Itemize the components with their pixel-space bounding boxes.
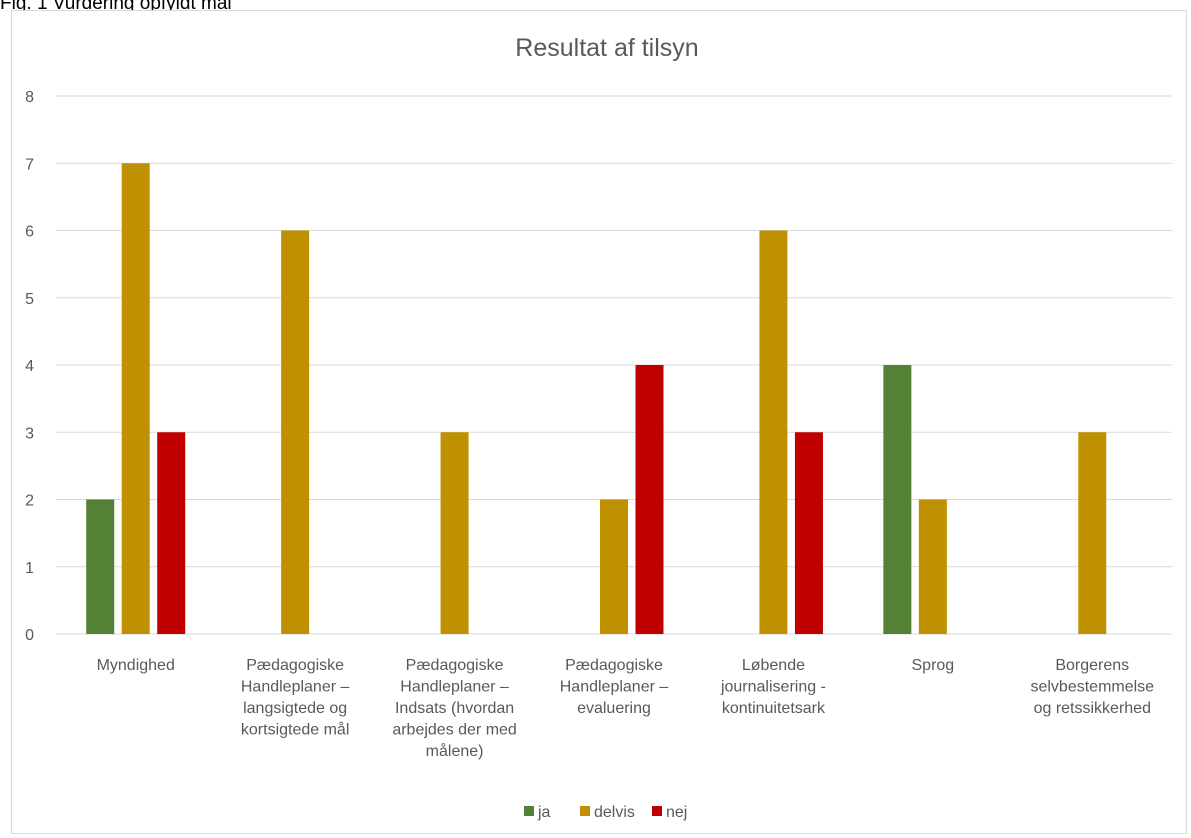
y-tick-label: 3 <box>25 425 34 442</box>
bars <box>86 163 1107 634</box>
legend-label-delvis: delvis <box>594 804 635 821</box>
x-category-label: journalisering - <box>720 679 826 696</box>
x-category-label: Pædagogiske <box>246 657 344 674</box>
x-axis-labels: Myndighed Pædagogiske Handleplaner – langsi… <box>97 657 1155 760</box>
y-tick-label: 4 <box>25 358 34 375</box>
bar-delvis-6 <box>918 499 947 634</box>
bar-ja-1 <box>86 499 115 634</box>
bar-nej-4 <box>635 365 664 634</box>
y-tick-label: 7 <box>25 156 34 173</box>
bar-delvis-7 <box>1078 432 1107 634</box>
bar-ja-6 <box>883 365 912 634</box>
bar-delvis-1 <box>121 163 150 634</box>
y-tick-label: 8 <box>25 89 34 106</box>
bar-nej-1 <box>157 432 186 634</box>
x-category-label: Handleplaner – <box>241 679 350 696</box>
bar-delvis-3 <box>440 432 469 634</box>
bar-nej-5 <box>794 432 823 634</box>
x-category-label: arbejdes der med <box>392 722 517 739</box>
x-category-label: Indsats (hvordan <box>395 700 514 717</box>
y-tick-label: 2 <box>25 493 34 510</box>
x-category-label: selvbestemmelse <box>1030 679 1154 696</box>
x-category-label: Borgerens <box>1055 657 1129 674</box>
bar-delvis-2 <box>281 230 310 634</box>
x-category-label: Handleplaner – <box>400 679 509 696</box>
x-category-label: Pædagogiske <box>565 657 663 674</box>
x-category-label: kortsigtede mål <box>241 721 350 739</box>
x-category-label: Handleplaner – <box>560 679 669 696</box>
y-tick-label: 0 <box>25 627 34 644</box>
legend-swatch-nej <box>652 806 662 816</box>
x-category-label: Sprog <box>912 657 955 674</box>
x-category-label: kontinuitetsark <box>722 700 826 717</box>
bar-chart: Resultat af tilsyn 0 1 2 3 4 5 6 7 8 Myndighed Pæ… <box>25 34 1172 821</box>
x-category-label: langsigtede og <box>243 700 347 717</box>
y-tick-label: 6 <box>25 224 34 241</box>
x-category-label: Pædagogiske <box>406 657 504 674</box>
bar-delvis-4 <box>600 499 628 634</box>
chart-area: Resultat af tilsyn 0 1 2 3 4 5 6 7 8 Myndighed Pæ… <box>11 10 1187 834</box>
x-category-label: og retssikkerhed <box>1034 700 1151 717</box>
x-category-label: Løbende <box>742 657 805 674</box>
legend: ja delvis nej <box>524 804 687 821</box>
legend-label-ja: ja <box>537 804 551 821</box>
chart-title: Resultat af tilsyn <box>515 34 698 62</box>
y-axis-ticks: 0 1 2 3 4 5 6 7 8 <box>25 89 34 644</box>
legend-swatch-delvis <box>580 806 590 816</box>
bar-delvis-5 <box>759 230 788 634</box>
x-category-label: Myndighed <box>97 657 175 674</box>
y-tick-label: 1 <box>25 560 34 577</box>
y-tick-label: 5 <box>25 291 34 308</box>
legend-swatch-ja <box>524 806 534 816</box>
x-category-label: målene) <box>426 742 484 760</box>
legend-label-nej: nej <box>666 804 687 821</box>
x-category-label: evaluering <box>577 700 651 717</box>
